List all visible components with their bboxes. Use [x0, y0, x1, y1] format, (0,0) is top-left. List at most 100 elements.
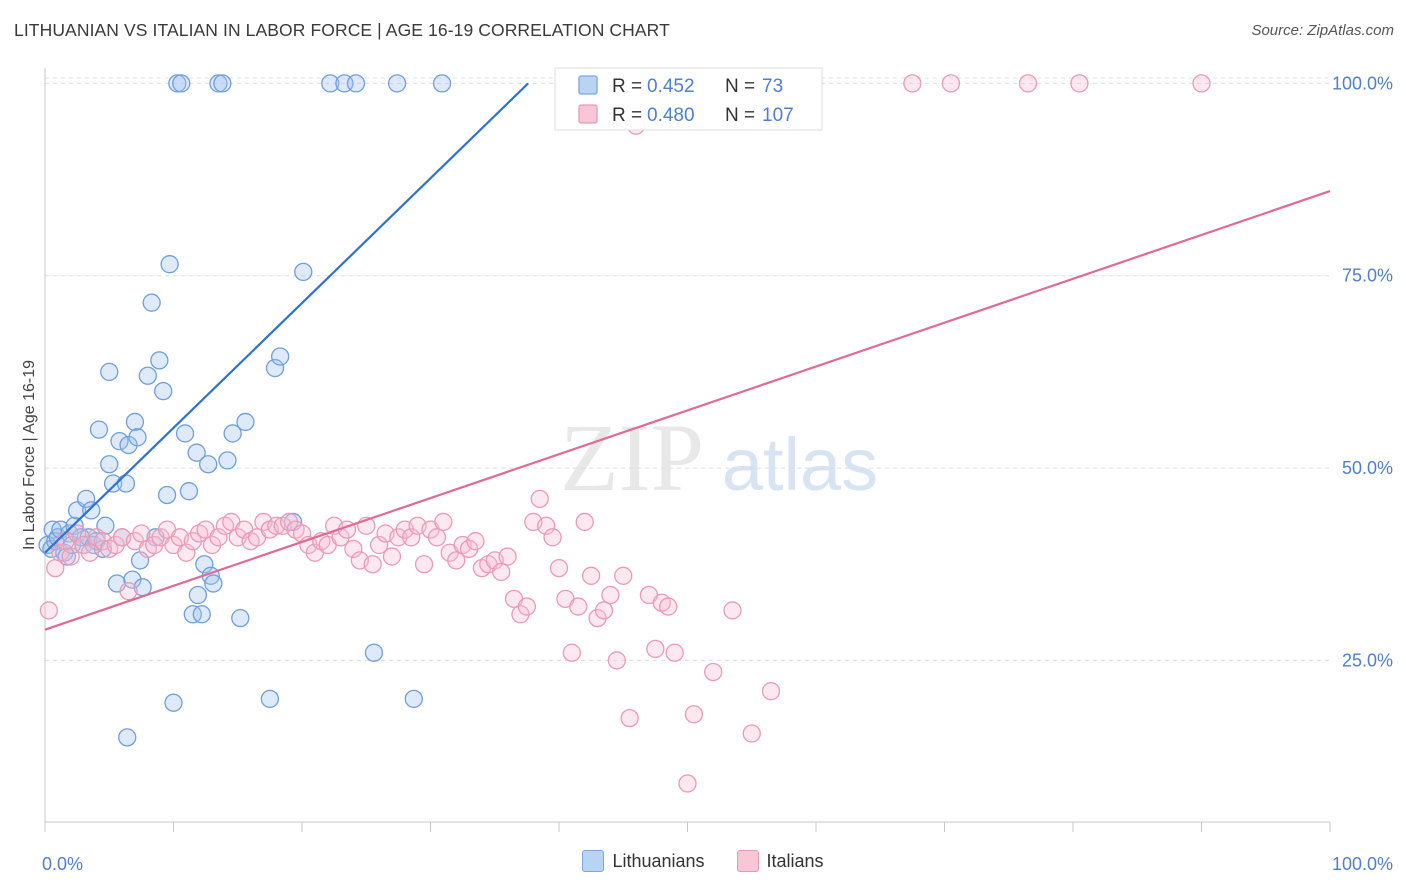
point-lithuanian [150, 351, 169, 370]
point-lithuanian [164, 693, 183, 712]
point-italian [530, 489, 549, 509]
stats-r-value: 0.452 [647, 76, 695, 97]
point-lithuanian [218, 451, 237, 470]
point-italian [414, 555, 434, 574]
y-axis-label: In Labor Force | Age 16-19 [21, 360, 38, 550]
point-lithuanian [199, 455, 218, 474]
legend-swatch-blue [582, 850, 605, 872]
point-italian [704, 662, 723, 682]
point-italian [61, 547, 80, 566]
point-italian [761, 682, 781, 701]
point-italian [620, 708, 639, 728]
point-italian [607, 651, 626, 670]
point-italian [363, 555, 382, 574]
stats-legend-box [554, 67, 823, 131]
point-italian [51, 543, 70, 562]
y-tick-label: 25.0% [1342, 650, 1393, 670]
point-italian [562, 643, 581, 662]
point-italian [517, 597, 537, 616]
stats-n-value: 73 [762, 76, 783, 97]
x-tick-label-min: 0.0% [42, 854, 83, 874]
point-lithuanian [125, 412, 145, 432]
point-italian [941, 74, 961, 93]
point-italian [665, 643, 684, 662]
point-lithuanian [172, 74, 191, 93]
point-lithuanian [294, 262, 313, 282]
stats-r-value: 0.480 [647, 105, 695, 126]
point-italian [594, 601, 614, 620]
point-italian [678, 774, 697, 793]
point-lithuanian [231, 608, 250, 628]
point-italian [549, 558, 569, 578]
point-lithuanian [204, 574, 223, 593]
point-italian [903, 74, 922, 93]
stats-legend-swatch [578, 104, 598, 124]
point-italian [492, 562, 511, 582]
legend-item-lithuanians[interactable]: Lithuanians [582, 850, 705, 872]
point-italian [177, 543, 196, 562]
point-lithuanian [154, 381, 173, 401]
trendline-lithuanian [44, 82, 529, 554]
point-italian [132, 524, 151, 543]
point-lithuanian [118, 728, 137, 747]
point-lithuanian [110, 432, 129, 451]
point-lithuanian [213, 74, 232, 93]
point-lithuanian [188, 585, 208, 605]
watermark-atlas: atlas [722, 423, 878, 506]
point-lithuanian [387, 74, 407, 93]
point-lithuanian [260, 689, 280, 709]
point-lithuanian [346, 74, 366, 93]
point-lithuanian [138, 366, 157, 385]
y-tick-label: 75.0% [1342, 266, 1393, 286]
point-italian [614, 566, 633, 585]
point-lithuanian [103, 474, 123, 493]
point-lithuanian [175, 424, 195, 443]
point-lithuanian [271, 347, 290, 366]
stats-r-label: R = [612, 76, 642, 97]
legend-swatch-pink [736, 850, 759, 872]
point-italian [575, 512, 594, 532]
point-lithuanian [116, 474, 136, 493]
point-italian [67, 524, 87, 543]
legend-item-italians[interactable]: Italians [736, 850, 824, 872]
point-italian [581, 566, 601, 585]
y-tick-label: 50.0% [1342, 458, 1393, 478]
watermark-zip: ZIP [560, 404, 704, 511]
point-lithuanian [432, 74, 452, 93]
point-italian [742, 724, 761, 743]
point-italian [344, 539, 363, 559]
point-lithuanian [187, 443, 206, 462]
point-italian [39, 601, 59, 620]
point-lithuanian [160, 255, 179, 274]
point-italian [543, 528, 562, 547]
point-italian [498, 547, 517, 566]
trendline-italian [44, 190, 1331, 631]
point-italian [601, 585, 620, 605]
point-italian [659, 597, 678, 616]
bottom-legend: Lithuanians Italians [0, 850, 1406, 872]
point-lithuanian [236, 412, 255, 432]
point-italian [434, 512, 453, 532]
point-lithuanian [179, 482, 199, 501]
point-italian [369, 535, 389, 555]
legend-label-italians: Italians [766, 850, 824, 871]
point-lithuanian [100, 362, 119, 382]
point-lithuanian [192, 605, 211, 624]
point-lithuanian [89, 420, 109, 439]
y-tick-label: 100.0% [1332, 73, 1393, 93]
chart-title: LITHUANIAN VS ITALIAN IN LABOR FORCE | A… [14, 20, 670, 40]
point-lithuanian [76, 489, 96, 509]
point-italian [537, 516, 556, 535]
point-italian [119, 582, 138, 601]
point-lithuanian [321, 74, 340, 93]
legend-label-lithuanians: Lithuanians [612, 850, 705, 871]
point-lithuanian [100, 455, 119, 474]
point-italian [46, 558, 65, 578]
point-lithuanian [128, 428, 147, 447]
point-italian [447, 551, 466, 570]
point-lithuanian [157, 485, 177, 505]
stats-n-label: N = [725, 76, 755, 97]
point-italian [1070, 74, 1089, 93]
source-label: Source: ZipAtlas.com [1251, 22, 1394, 39]
